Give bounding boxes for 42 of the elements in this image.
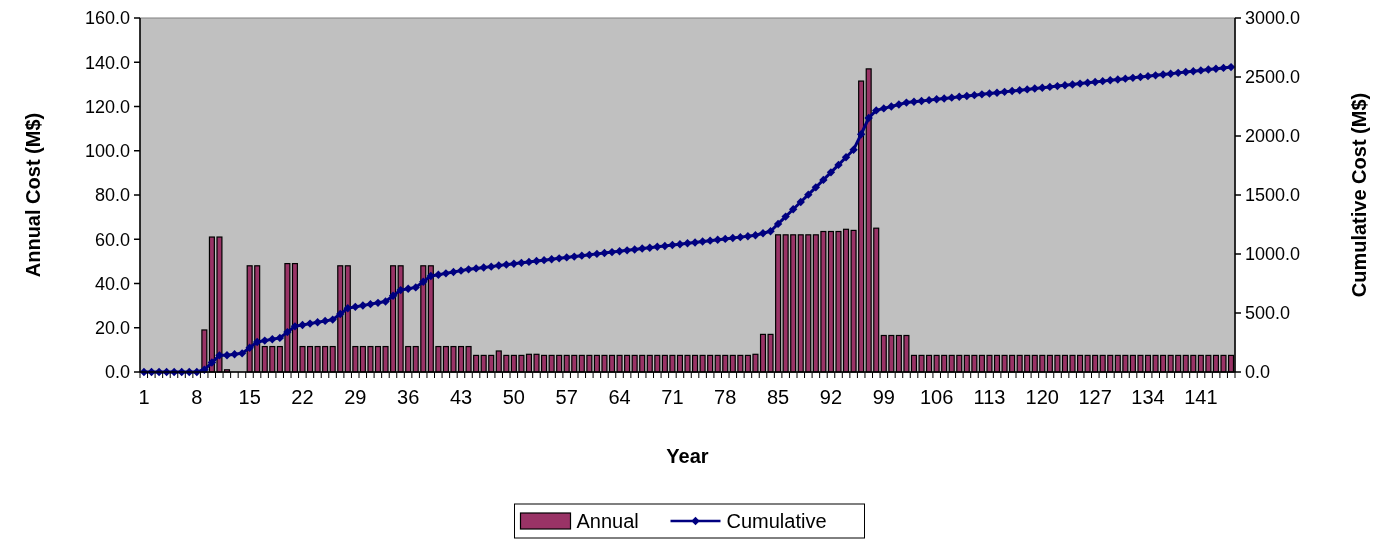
x-tick-label: 99: [872, 386, 895, 408]
x-tick-label: 36: [397, 386, 420, 408]
x-tick-label: 29: [344, 386, 367, 408]
y2-tick-label: 1500.0: [1245, 185, 1301, 206]
y2-tick-label: 1000.0: [1245, 244, 1301, 265]
x-axis-title: Year: [666, 445, 709, 467]
x-tick-label: 78: [714, 386, 737, 408]
x-tick-label: 1: [138, 386, 150, 408]
y-tick-label: 20.0: [94, 318, 130, 339]
y2-axis-title: Cumulative Cost (M$): [1348, 92, 1370, 298]
y2-tick-label: 3000.0: [1245, 8, 1301, 29]
y-tick-label: 0.0: [104, 362, 130, 383]
y2-tick-label: 500.0: [1245, 303, 1291, 324]
x-tick-label: 8: [191, 386, 203, 408]
y-axis-title: Annual Cost (M$): [22, 112, 44, 278]
x-tick-label: 50: [502, 386, 525, 408]
x-tick-label: 141: [1184, 386, 1218, 408]
x-tick-label: 43: [449, 386, 473, 408]
x-tick-label: 127: [1078, 386, 1112, 408]
legend-label: Annual: [576, 510, 639, 532]
x-tick-label: 120: [1025, 386, 1059, 408]
y-tick-label: 40.0: [94, 273, 130, 294]
y-tick-label: 140.0: [84, 52, 130, 73]
y-tick-label: 60.0: [94, 229, 130, 250]
x-tick-label: 113: [973, 386, 1006, 408]
y2-tick-label: 0.0: [1245, 362, 1271, 383]
y2-tick-label: 2000.0: [1245, 126, 1301, 147]
x-tick-label: 22: [291, 386, 314, 408]
x-tick-label: 64: [608, 386, 631, 408]
x-tick-label: 57: [555, 386, 578, 408]
x-tick-label: 71: [661, 386, 684, 408]
x-tick-label: 92: [819, 386, 843, 408]
x-tick-label: 134: [1131, 386, 1165, 408]
y-tick-label: 160.0: [84, 8, 130, 29]
x-tick-label: 106: [919, 386, 954, 408]
x-tick-label: 15: [238, 386, 261, 408]
y2-tick-label: 2500.0: [1245, 67, 1301, 88]
y-tick-label: 80.0: [94, 185, 130, 206]
y-tick-label: 100.0: [84, 141, 130, 162]
x-tick-label: 85: [766, 386, 790, 408]
legend-label: Cumulative: [726, 510, 827, 532]
y-tick-label: 120.0: [84, 96, 130, 117]
